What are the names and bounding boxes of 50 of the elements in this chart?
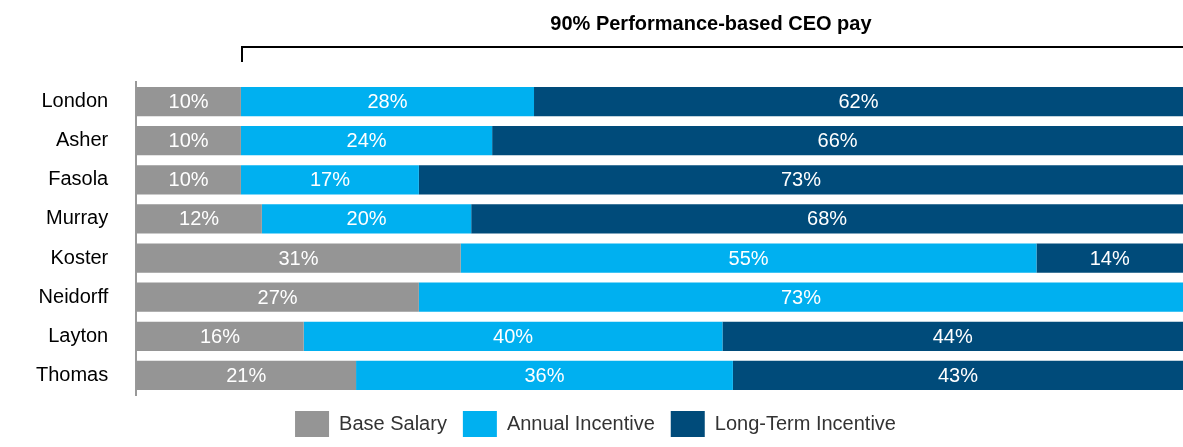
data-label: 43% bbox=[937, 363, 979, 386]
data-label: 17% bbox=[309, 168, 351, 191]
bar bbox=[492, 126, 1183, 156]
y-tick-label: Fasola bbox=[48, 167, 110, 190]
data-label: 21% bbox=[226, 363, 267, 386]
y-tick-label: Murray bbox=[46, 206, 109, 229]
legend-label: Annual Incentive bbox=[506, 411, 655, 434]
data-label: 20% bbox=[346, 207, 387, 230]
bar bbox=[303, 321, 723, 351]
data-label: 40% bbox=[493, 324, 534, 347]
y-tick-label: Neidorff bbox=[38, 284, 109, 307]
data-label: 14% bbox=[1089, 246, 1130, 269]
y-tick-label: Asher bbox=[56, 128, 109, 151]
bar bbox=[722, 321, 1183, 351]
data-label: 10% bbox=[168, 90, 209, 113]
legend-label: Long-Term Incentive bbox=[714, 411, 896, 434]
y-tick-label: Layton bbox=[48, 323, 109, 346]
y-tick-label: Thomas bbox=[36, 362, 109, 385]
data-label: 73% bbox=[780, 285, 822, 308]
data-label: 10% bbox=[168, 168, 209, 191]
data-label: 36% bbox=[524, 363, 565, 386]
data-label: 62% bbox=[838, 90, 879, 113]
bar bbox=[356, 360, 733, 391]
bar bbox=[1036, 243, 1183, 273]
data-label: 44% bbox=[932, 324, 973, 347]
data-label: 73% bbox=[780, 168, 822, 191]
bar bbox=[732, 360, 1183, 391]
bar bbox=[261, 204, 472, 234]
data-label: 28% bbox=[367, 90, 408, 113]
data-label: 12% bbox=[179, 207, 220, 230]
data-label: 16% bbox=[199, 324, 241, 347]
data-label: 31% bbox=[278, 246, 319, 269]
y-tick-label: Koster bbox=[50, 245, 109, 268]
data-label: 66% bbox=[817, 129, 858, 152]
data-label: 27% bbox=[257, 285, 298, 308]
text: 90% Performance-based CEO pay bbox=[549, 12, 873, 35]
data-label: 68% bbox=[807, 207, 848, 230]
y-tick-label: London bbox=[41, 89, 109, 112]
bar bbox=[240, 86, 535, 117]
bar bbox=[240, 126, 493, 156]
bar bbox=[534, 86, 1183, 117]
bar bbox=[471, 204, 1183, 234]
bar bbox=[418, 282, 1183, 312]
data-label: 10% bbox=[168, 129, 209, 152]
legend-label: Base Salary bbox=[339, 411, 447, 434]
bar bbox=[240, 165, 419, 195]
data-label: 55% bbox=[728, 246, 769, 269]
bar bbox=[460, 243, 1037, 273]
data-label: 24% bbox=[346, 129, 387, 152]
bar bbox=[418, 165, 1183, 195]
